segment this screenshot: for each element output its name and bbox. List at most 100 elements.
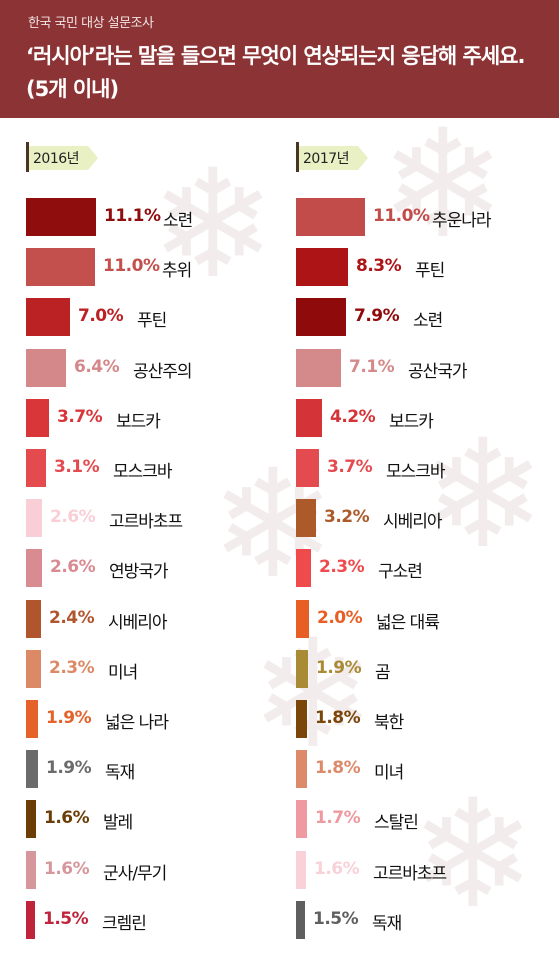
bar (296, 549, 311, 588)
bar (26, 800, 36, 839)
bar (26, 599, 41, 638)
category-label: 소련 (413, 311, 443, 332)
bar-row: 1.8% 미녀 (296, 750, 559, 789)
bar (296, 198, 365, 236)
chart-2017: 2017년 11.0% 추운나라 8.3% 푸틴 7.9% 소련 7.1% 공산국가 4.2% 보… (296, 138, 559, 939)
bar (26, 700, 38, 738)
value-label: 3.2% (324, 507, 370, 528)
category-label: 공산국가 (408, 361, 468, 382)
value-label: 7.0% (78, 306, 124, 327)
bar-row: 1.7% 스탈린 (296, 800, 559, 839)
value-label: 7.1% (349, 356, 395, 377)
bar-row: 1.6% 군사/무기 (26, 850, 296, 889)
value-label: 2.3% (319, 557, 365, 578)
category-label: 곰 (375, 662, 391, 683)
category-label: 시베리아 (108, 612, 168, 633)
bar (296, 800, 307, 839)
value-label: 1.9% (46, 708, 92, 728)
category-label: 넓은 대륙 (376, 612, 440, 633)
category-label: 미녀 (108, 662, 138, 683)
value-label: 2.6% (50, 557, 96, 578)
category-label: 구소련 (378, 562, 423, 583)
value-label: 1.8% (315, 708, 361, 728)
bar-row: 1.8% 북한 (296, 700, 559, 738)
category-label: 독재 (105, 763, 135, 784)
bar-row: 1.6% 발레 (26, 800, 296, 839)
bar (26, 449, 46, 487)
category-label: 공산주의 (133, 361, 193, 382)
snowflake-decoration-icon: ❄ (250, 608, 376, 782)
category-label: 보드카 (116, 411, 161, 432)
category-label: 보드카 (389, 411, 434, 432)
bar-row: 3.1% 모스크바 (26, 449, 296, 487)
value-label: 7.9% (354, 306, 400, 327)
bar-row: 2.6% 고르바초프 (26, 499, 296, 538)
category-label: 북한 (374, 713, 404, 733)
bar-row: 1.9% 넓은 나라 (26, 700, 296, 738)
value-label: 2.4% (49, 607, 95, 628)
value-label: 11.1% (104, 206, 161, 226)
bar-row: 1.9% 독재 (26, 750, 296, 789)
bar (26, 750, 38, 789)
value-label: 1.5% (43, 908, 89, 929)
category-label: 소련 (163, 211, 193, 231)
category-label: 모스크바 (386, 462, 446, 482)
bar (296, 649, 308, 688)
bar (296, 900, 305, 939)
bar (296, 398, 322, 437)
question-title: ‘러시아’라는 말을 들으면 무엇이 연상되는지 응답해 주세요. (5개 이내… (26, 44, 525, 101)
bar-row: 2.3% 구소련 (296, 549, 559, 588)
category-label: 연방국가 (109, 562, 169, 583)
snowflake-decoration-icon: ❄ (380, 98, 506, 272)
bar (296, 700, 307, 738)
bar-row: 3.7% 보드카 (26, 398, 296, 437)
category-label: 넓은 나라 (105, 713, 169, 733)
category-label: 발레 (103, 813, 133, 834)
bar (26, 499, 42, 538)
bar (26, 348, 66, 387)
value-label: 1.9% (316, 657, 362, 678)
category-label: 푸틴 (415, 261, 445, 282)
bar (26, 198, 96, 236)
bar-row: 11.0% 추운나라 (296, 198, 559, 236)
value-label: 3.7% (327, 457, 373, 477)
value-label: 3.7% (57, 406, 103, 427)
bar (296, 348, 341, 387)
snowflake-decoration-icon: ❄ (150, 138, 276, 312)
bar-row: 2.6% 연방국가 (26, 549, 296, 588)
value-label: 1.6% (314, 858, 360, 879)
year-tag-2016: 2016년 (26, 142, 98, 172)
category-label: 시베리아 (383, 512, 443, 533)
bar-row: 1.9% 곰 (296, 649, 559, 688)
category-label: 모스크바 (113, 462, 173, 482)
bar-row: 3.7% 모스크바 (296, 449, 559, 487)
bar (26, 298, 70, 337)
bar (296, 449, 319, 487)
category-label: 푸틴 (137, 311, 167, 332)
category-label: 스탈린 (374, 813, 419, 834)
bar-row: 7.0% 푸틴 (26, 298, 296, 337)
bar-row: 1.5% 독재 (296, 900, 559, 939)
bar (26, 248, 95, 287)
bar (296, 298, 346, 337)
value-label: 1.6% (44, 808, 90, 829)
survey-subtitle: 한국 국민 대상 설문조사 (28, 16, 154, 31)
bar-row: 7.1% 공산국가 (296, 348, 559, 387)
snowflake-decoration-icon: ❄ (410, 768, 536, 942)
value-label: 4.2% (330, 406, 376, 427)
value-label: 3.1% (54, 457, 100, 477)
category-label: 군사/무기 (103, 863, 167, 884)
bar (26, 900, 35, 939)
value-label: 11.0% (103, 256, 160, 277)
value-label: 11.0% (373, 206, 430, 226)
value-label: 2.0% (317, 607, 363, 628)
category-label: 크렘린 (102, 913, 147, 934)
bar (296, 850, 306, 889)
category-label: 고르바초프 (373, 863, 447, 884)
value-label: 2.3% (49, 657, 95, 678)
bar-row: 2.0% 넓은 대륙 (296, 599, 559, 638)
bar (26, 850, 36, 889)
value-label: 6.4% (74, 356, 120, 377)
bar-row: 3.2% 시베리아 (296, 499, 559, 538)
category-label: 추운나라 (432, 211, 492, 231)
